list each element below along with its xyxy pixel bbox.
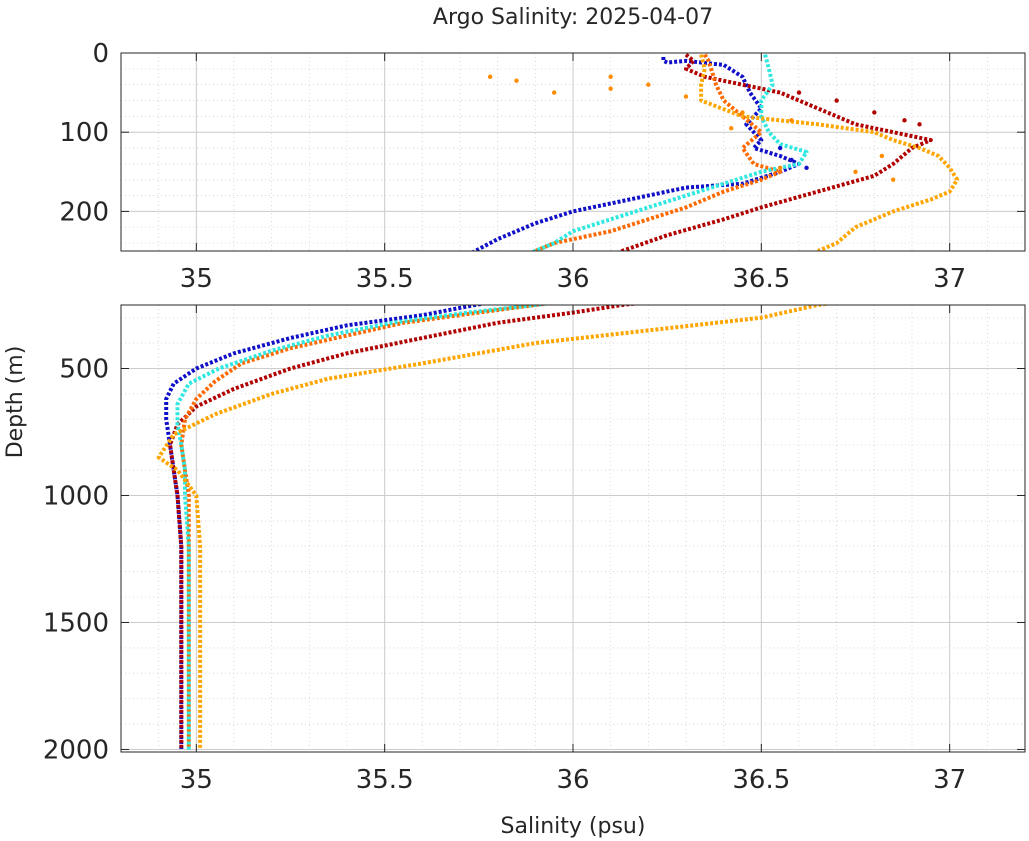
y-tick-label: 500 (59, 354, 109, 384)
data-layer (471, 53, 960, 251)
scatter-point (853, 169, 858, 174)
series-2-profile (530, 53, 783, 251)
x-tick-label: 35.5 (356, 765, 414, 795)
y-tick-label: 0 (92, 39, 109, 69)
scatter-point (683, 94, 689, 99)
x-axis-label: Salinity (psu) (501, 814, 646, 839)
chart-title: Argo Salinity: 2025-04-07 (433, 5, 713, 30)
upper-panel: 35 35.5 36 36.5 37 0 100 200 (59, 39, 1026, 294)
series-1-profile (168, 305, 640, 750)
scatter-point (608, 74, 613, 79)
x-tick-label: 35 (180, 264, 213, 294)
scatter-point (777, 145, 783, 151)
scatter-point (789, 157, 794, 163)
x-tick-label: 37 (933, 765, 966, 795)
scatter-point (879, 153, 885, 159)
scatter-point (551, 90, 557, 95)
x-tick-label: 35.5 (356, 264, 414, 294)
x-tick-label: 37 (933, 264, 966, 294)
series-0-profile (471, 57, 801, 251)
series-4-profile (699, 54, 960, 251)
scatter-point (514, 78, 519, 83)
x-tick-label: 36 (556, 264, 589, 294)
scatter-point (834, 98, 839, 103)
scatter-point (608, 86, 613, 91)
y-tick-label: 2000 (43, 735, 109, 765)
scatter-point (729, 126, 734, 131)
series-4-profile (156, 305, 834, 750)
scatter-point (789, 118, 794, 123)
scatter-point (740, 110, 745, 115)
data-layer (156, 305, 834, 750)
scatter-point (646, 82, 651, 87)
scatter-point (917, 122, 922, 127)
scatter-point (804, 165, 809, 171)
x-tick-label: 36 (556, 765, 589, 795)
scatter-point (890, 177, 896, 182)
y-tick-label: 100 (59, 118, 109, 148)
y-tick-label: 200 (59, 197, 109, 227)
scatter-point (872, 110, 877, 115)
y-tick-label: 1500 (43, 608, 109, 638)
series-0-profile (164, 305, 488, 750)
scatter-point (777, 165, 783, 171)
y-axis-label: Depth (m) (3, 346, 28, 459)
x-tick-label: 36.5 (732, 765, 790, 795)
scatter-point (796, 90, 802, 95)
x-tick-label: 36.5 (732, 264, 790, 294)
series-2-profile (179, 305, 551, 750)
scatter-point (902, 118, 907, 123)
series-1-profile (617, 53, 933, 251)
scatter-point (487, 74, 493, 79)
lower-panel: 35 35.5 36 36.5 37 500 1000 1500 2000 (43, 304, 1026, 795)
y-tick-label: 1000 (43, 481, 109, 511)
x-tick-label: 35 (180, 765, 213, 795)
